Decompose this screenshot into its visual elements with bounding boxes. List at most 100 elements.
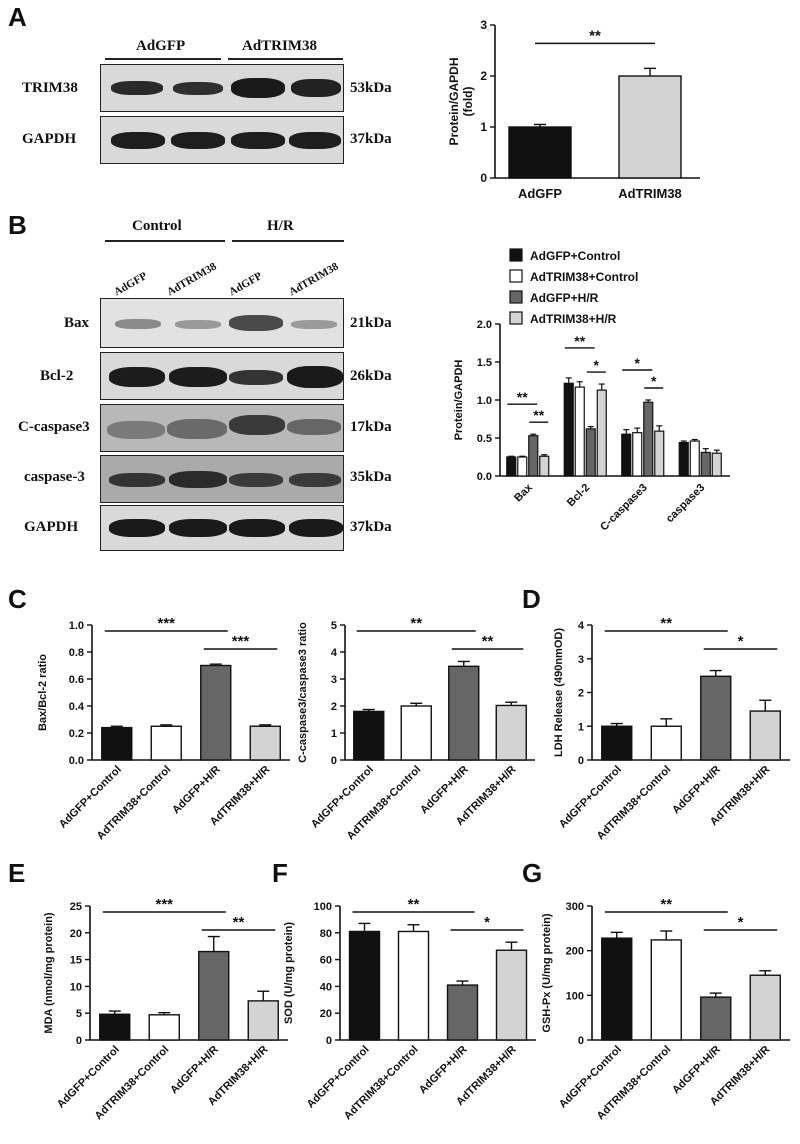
blot-band [107,421,165,439]
y-tick-label: 2.0 [477,319,492,331]
blot-band [175,320,221,329]
y-tick-label: 3 [480,18,487,32]
panel-letter-e: E [8,858,26,888]
significance-label: ** [408,896,420,913]
y-axis-label: C-caspase3/caspase3 ratio [297,622,309,763]
y-tick-label: 2 [578,688,584,700]
significance-label: ** [589,27,601,44]
bar [148,1014,180,1041]
blot-band [169,367,227,387]
blot-a-group-label: AdTRIM38 [242,38,318,54]
significance-label: * [594,357,600,373]
y-tick-label: 5 [76,1008,82,1020]
blot-image [100,404,344,452]
y-tick-label: 4 [578,620,585,632]
bar [650,939,682,1041]
blot-kda-label: 21kDa [350,315,392,331]
y-tick-label: 0.0 [69,755,84,767]
legend-swatch [509,248,523,262]
y-tick-label: 5 [331,620,337,632]
y-tick-label: 2 [331,701,337,713]
blot-row-label: C-caspase3 [18,419,90,435]
blot-image [100,298,344,348]
y-tick-label: 1 [578,721,584,733]
y-tick-label: 20 [320,1008,332,1020]
blot-a-group-label: AdGFP [136,38,186,54]
bar [247,1000,279,1041]
significance-label: ** [660,615,672,632]
y-tick-label: 3 [578,654,584,666]
bar [348,930,381,1041]
blot-band [169,519,227,537]
y-tick-label: 3 [331,674,337,686]
blot-row-label: GAPDH [22,131,77,147]
bar [495,949,528,1041]
x-tick-label: AdGFP+H/R [670,1044,723,1097]
legend-label: AdGFP+H/R [530,291,599,305]
blot-image [100,505,344,551]
y-tick-label: 1 [331,728,337,740]
bar [249,725,281,761]
bar [621,433,632,477]
y-axis-label: LDH Release (490nmOD) [553,628,565,757]
x-tick-label: AdGFP [518,186,562,201]
blot-band [231,78,285,98]
y-tick-label: 25 [70,901,82,913]
y-tick-label: 0 [578,1035,584,1047]
y-tick-label: 10 [70,981,82,993]
panel-letter-c: C [8,584,27,614]
blot-band [109,473,165,487]
blot-kda-label: 26kDa [350,368,392,384]
bar [508,126,572,179]
bar [654,430,665,477]
y-tick-label: 0 [326,1035,332,1047]
y-tick-label: 0 [480,171,487,185]
blot-kda-label: 37kDa [350,131,392,147]
bar [700,451,711,477]
y-axis-label: Bax/Bcl-2 ratio [37,654,49,731]
bar [528,435,539,477]
y-tick-label: 15 [70,955,82,967]
bar [678,441,689,477]
x-tick-label: AdGFP+H/R [670,764,723,817]
significance-label: ** [410,615,422,632]
blot-image [100,116,344,164]
legend-label: AdTRIM38+Control [530,270,638,284]
bar [749,710,781,761]
legend-swatch [509,290,523,304]
y-tick-label: 20 [70,928,82,940]
blot-b-group-label: Control [132,218,182,234]
panel-letter-a: A [8,2,27,32]
blot-band [167,419,227,439]
blot-band [171,132,225,149]
blot-a-group-line [105,58,221,60]
y-tick-label: 1.0 [69,620,84,632]
bar [601,937,633,1041]
blot-band [169,471,227,488]
y-tick-label: 60 [320,955,332,967]
significance-label: * [738,633,744,650]
bar [643,401,654,477]
bar [506,456,517,477]
blot-kda-label: 35kDa [350,469,392,485]
y-tick-label: 40 [320,981,332,993]
blot-band [109,519,165,537]
y-tick-label: 300 [566,901,584,913]
y-axis-label: SOD (U/mg protein) [283,922,295,1024]
legend-label: AdGFP+Control [530,249,620,263]
x-tick-label: AdTRIM38 [618,186,682,201]
blot-band [229,315,283,331]
y-tick-label: 0.8 [69,647,84,659]
bar [585,428,596,477]
y-tick-label: 1.5 [477,357,492,369]
blot-band [289,519,343,537]
blot-b-group-line [105,240,225,242]
x-tick-label: Bax [512,481,535,504]
y-tick-label: 0 [578,755,584,767]
blot-band [231,132,285,149]
blot-row-label: TRIM38 [22,80,78,96]
bar [150,725,182,761]
y-axis-label: Protein/GAPDH [453,360,465,441]
blot-band [229,370,283,385]
